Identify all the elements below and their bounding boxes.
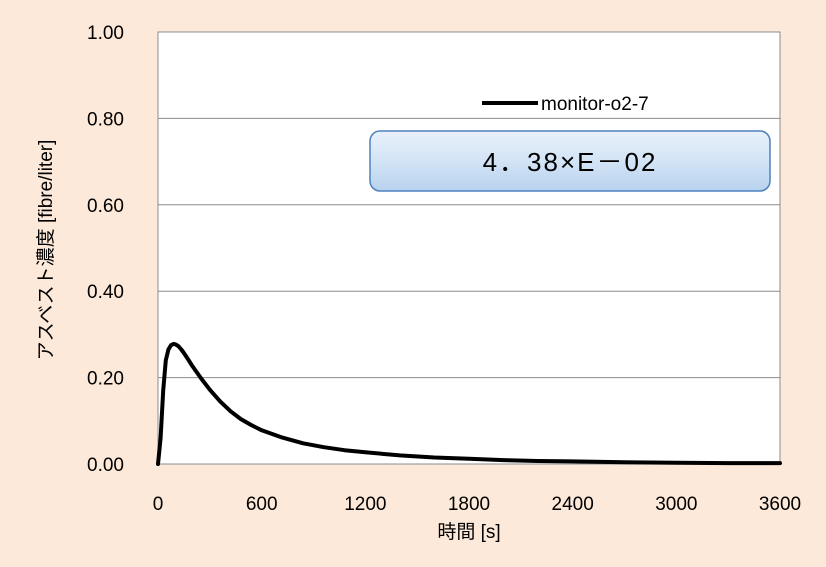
- x-tick-label: 1800: [448, 494, 490, 515]
- x-tick-label: 1200: [344, 494, 386, 515]
- x-tick-label: 2400: [552, 494, 594, 515]
- x-tick-label: 3600: [759, 494, 801, 515]
- plot-area: [157, 31, 781, 465]
- legend: monitor-o2-7: [482, 94, 649, 115]
- y-tick-label: 0.20: [87, 369, 124, 390]
- y-tick-label: 0.60: [87, 196, 124, 217]
- gridlines: [158, 117, 780, 379]
- series-layer: [156, 341, 782, 466]
- annotation-text: 4．38×E－02: [483, 147, 658, 177]
- x-tick-labels: 0 600 1200 1800 2400 3000 3600: [153, 494, 801, 515]
- y-tick-labels: 0.00 0.20 0.40 0.60 0.80 1.00: [87, 23, 124, 476]
- x-tick-label: 3000: [655, 494, 697, 515]
- annotation-box: 4．38×E－02: [369, 130, 771, 192]
- annotation-background: [369, 130, 771, 192]
- x-tick-label: 0: [153, 494, 164, 515]
- y-tick-label: 0.80: [87, 109, 124, 130]
- legend-label: monitor-o2-7: [541, 94, 649, 115]
- x-tick-label: 600: [246, 494, 278, 515]
- x-axis-title: 時間 [s]: [437, 521, 500, 543]
- y-axis-title: アスベスト濃度 [fibre/liter]: [35, 140, 57, 361]
- series-line-monitor-o2-7: [156, 341, 782, 466]
- y-tick-label: 0.00: [87, 455, 124, 476]
- y-tick-label: 0.40: [87, 282, 124, 303]
- y-tick-label: 1.00: [87, 23, 124, 44]
